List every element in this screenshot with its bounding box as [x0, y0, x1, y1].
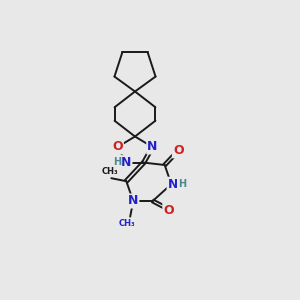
Text: CH₃: CH₃	[119, 219, 136, 228]
Text: H: H	[113, 157, 122, 167]
Text: H: H	[178, 178, 186, 189]
Text: N: N	[147, 140, 158, 154]
Text: CH₃: CH₃	[101, 167, 118, 176]
Text: N: N	[121, 156, 131, 169]
Text: O: O	[112, 140, 123, 154]
Text: O: O	[163, 203, 174, 217]
Text: N: N	[168, 178, 178, 191]
Text: N: N	[128, 194, 138, 208]
Text: O: O	[173, 144, 184, 158]
